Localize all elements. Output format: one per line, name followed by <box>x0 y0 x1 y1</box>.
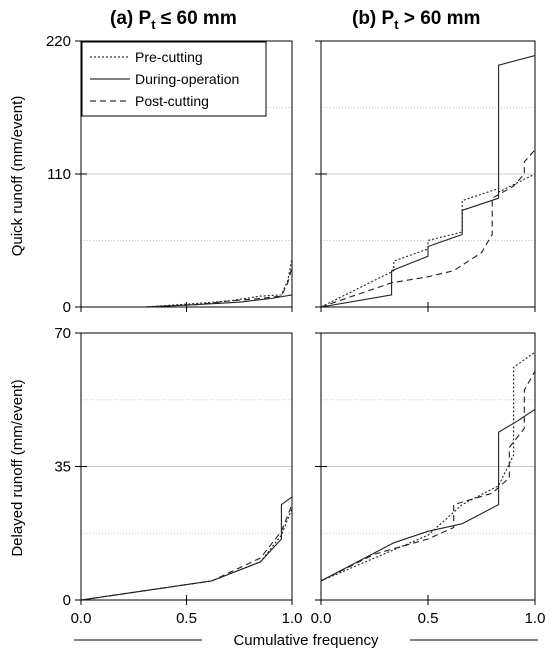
series-line-post-cutting <box>144 266 292 307</box>
legend: Pre-cutting During-operation Post-cuttin… <box>81 41 267 117</box>
ylabel-delayed-runoff: Delayed runoff (mm/event) <box>9 379 26 556</box>
series-line-post-cutting <box>81 504 292 600</box>
panel-a-delayed-runoff: 70 35 00.0 0.5 1.0 <box>54 325 302 627</box>
y-tick-label: 0 <box>63 592 71 609</box>
panel-b-delayed-runoff: 0.0 0.5 1.0 <box>311 332 546 627</box>
y-tick-label: 0 <box>63 299 71 316</box>
ylabel-quick-runoff: Quick runoff (mm/event) <box>9 96 26 257</box>
y-tick-label: 70 <box>54 325 71 342</box>
panel-b-quick-runoff <box>315 40 536 312</box>
x-tick-label: 0.0 <box>311 610 332 627</box>
x-tick-label: 1.0 <box>282 610 303 627</box>
x-tick-label: 0.5 <box>176 610 197 627</box>
xlabel-cumulative-frequency: Cumulative frequency <box>233 632 379 649</box>
legend-label-during-operation: During-operation <box>135 71 239 87</box>
panel-a-title: (a) Pt ≤ 60 mm <box>110 8 237 32</box>
x-tick-label: 0.0 <box>71 610 92 627</box>
legend-label-post-cutting: Post-cutting <box>135 93 209 109</box>
y-tick-label: 35 <box>54 459 71 476</box>
x-tick-label: 1.0 <box>525 610 546 627</box>
panel-b-title: (b) Pt > 60 mm <box>352 8 480 32</box>
series-line-during-operation <box>321 54 535 307</box>
series-line-during-operation <box>144 294 292 307</box>
series-line-pre-cutting <box>321 173 535 307</box>
x-tick-label: 0.5 <box>418 610 439 627</box>
panel-a-quick-runoff: 220 110 0 <box>46 33 293 316</box>
series-line-during-operation <box>81 485 292 600</box>
series-line-pre-cutting <box>81 508 292 600</box>
y-tick-label: 110 <box>47 166 71 183</box>
series-line-pre-cutting <box>144 258 292 307</box>
legend-label-pre-cutting: Pre-cutting <box>135 49 203 65</box>
series-line-post-cutting <box>321 149 535 307</box>
series-line-during-operation <box>321 408 535 582</box>
y-tick-label: 220 <box>46 33 71 50</box>
